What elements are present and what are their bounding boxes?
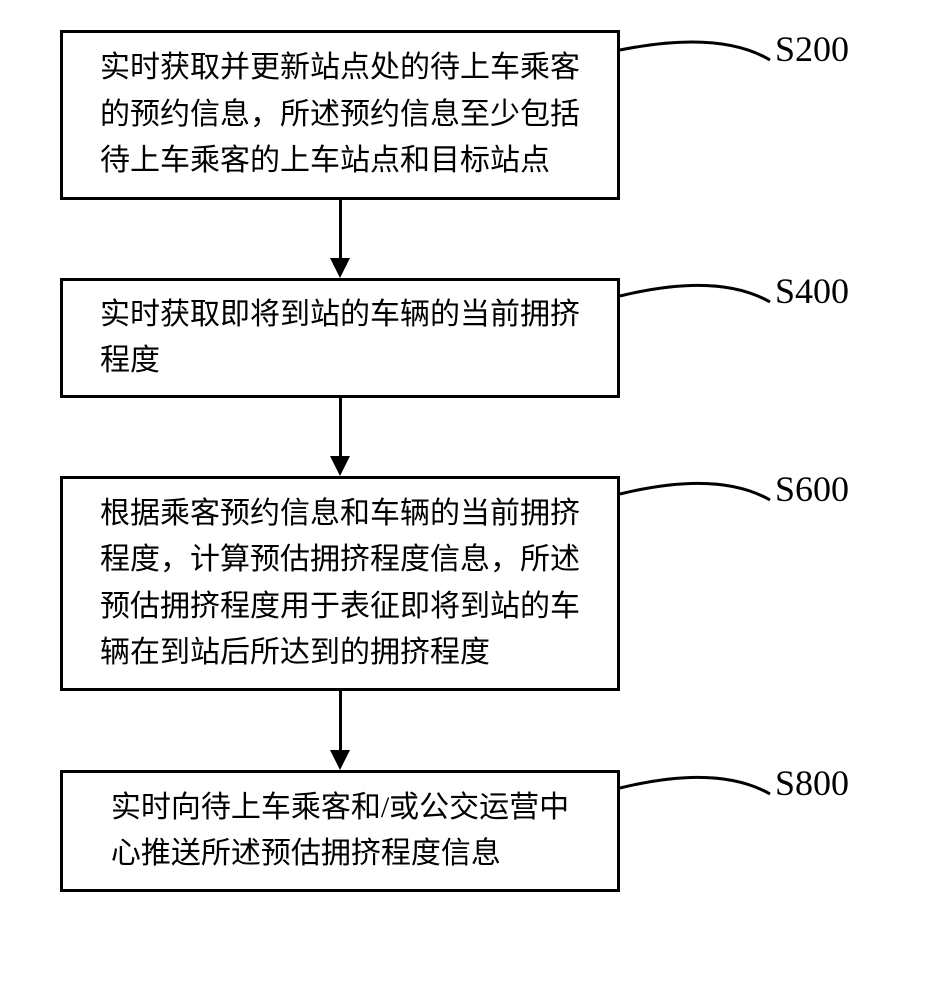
step-label-s200: S200 (775, 28, 849, 70)
step-box-s800: 实时向待上车乘客和/或公交运营中 心推送所述预估拥挤程度信息 (60, 770, 620, 892)
step-text-s400: 实时获取即将到站的车辆的当前拥挤 程度 (100, 292, 580, 385)
step-text-s800: 实时向待上车乘客和/或公交运营中 心推送所述预估拥挤程度信息 (111, 785, 569, 878)
arrow-head-2 (330, 750, 350, 770)
arrow-head-1 (330, 456, 350, 476)
arrow-line-2 (339, 691, 342, 750)
step-box-s600: 根据乘客预约信息和车辆的当前拥挤 程度，计算预估拥挤程度信息，所述 预估拥挤程度… (60, 476, 620, 691)
arrow-line-1 (339, 398, 342, 456)
step-box-s200: 实时获取并更新站点处的待上车乘客 的预约信息，所述预约信息至少包括 待上车乘客的… (60, 30, 620, 200)
arrow-line-0 (339, 200, 342, 258)
step-label-s600: S600 (775, 468, 849, 510)
step-text-s600: 根据乘客预约信息和车辆的当前拥挤 程度，计算预估拥挤程度信息，所述 预估拥挤程度… (100, 491, 580, 677)
arrow-head-0 (330, 258, 350, 278)
flowchart-canvas: 实时获取并更新站点处的待上车乘客 的预约信息，所述预约信息至少包括 待上车乘客的… (0, 0, 927, 1000)
step-text-s200: 实时获取并更新站点处的待上车乘客 的预约信息，所述预约信息至少包括 待上车乘客的… (100, 45, 580, 185)
step-label-s800: S800 (775, 762, 849, 804)
step-label-s400: S400 (775, 270, 849, 312)
step-box-s400: 实时获取即将到站的车辆的当前拥挤 程度 (60, 278, 620, 398)
